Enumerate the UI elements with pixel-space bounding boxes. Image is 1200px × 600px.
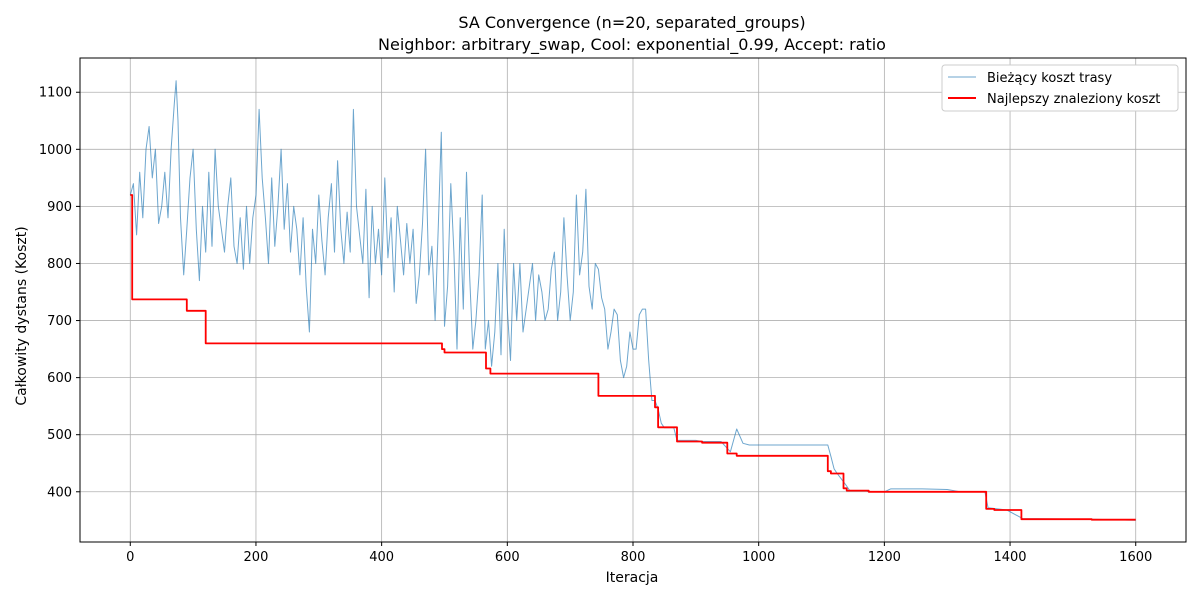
legend-box xyxy=(941,64,1179,112)
y-tick-label: 500 xyxy=(47,428,72,443)
x-tick-label: 1200 xyxy=(868,550,901,565)
x-tick-label: 1400 xyxy=(993,550,1026,565)
chart-title: SA Convergence (n=20, separated_groups) xyxy=(458,13,805,33)
x-tick-label: 400 xyxy=(369,550,394,565)
chart-subtitle: Neighbor: arbitrary_swap, Cool: exponent… xyxy=(378,35,886,55)
y-tick-label: 900 xyxy=(47,200,72,215)
axis-ticks: 0 200 400 600 800 1000 1200 1400 1600 400 500 600 70… xyxy=(39,86,1152,565)
legend-label-current: Bieżący koszt trasy xyxy=(987,71,1112,86)
x-tick-label: 1600 xyxy=(1119,550,1152,565)
y-axis-label: Całkowity dystans (Koszt) xyxy=(14,226,30,405)
y-tick-label: 1000 xyxy=(39,143,72,158)
x-tick-label: 200 xyxy=(244,550,269,565)
legend-label-best: Najlepszy znaleziony koszt xyxy=(987,92,1160,107)
x-axis-label: Iteracja xyxy=(606,570,659,586)
y-tick-label: 400 xyxy=(47,485,72,500)
grid-lines xyxy=(80,58,1186,542)
y-tick-label: 600 xyxy=(47,371,72,386)
x-tick-label: 1000 xyxy=(742,550,775,565)
y-tick-label: 1100 xyxy=(39,86,72,101)
x-tick-label: 800 xyxy=(621,550,646,565)
x-tick-label: 600 xyxy=(495,550,520,565)
y-tick-label: 800 xyxy=(47,257,72,272)
x-tick-label: 0 xyxy=(126,550,134,565)
series-layer xyxy=(129,80,1136,521)
legend: Bieżący koszt trasy Najlepszy znaleziony… xyxy=(941,64,1179,112)
series-best-cost-line xyxy=(130,194,1136,521)
y-tick-label: 700 xyxy=(47,314,72,329)
